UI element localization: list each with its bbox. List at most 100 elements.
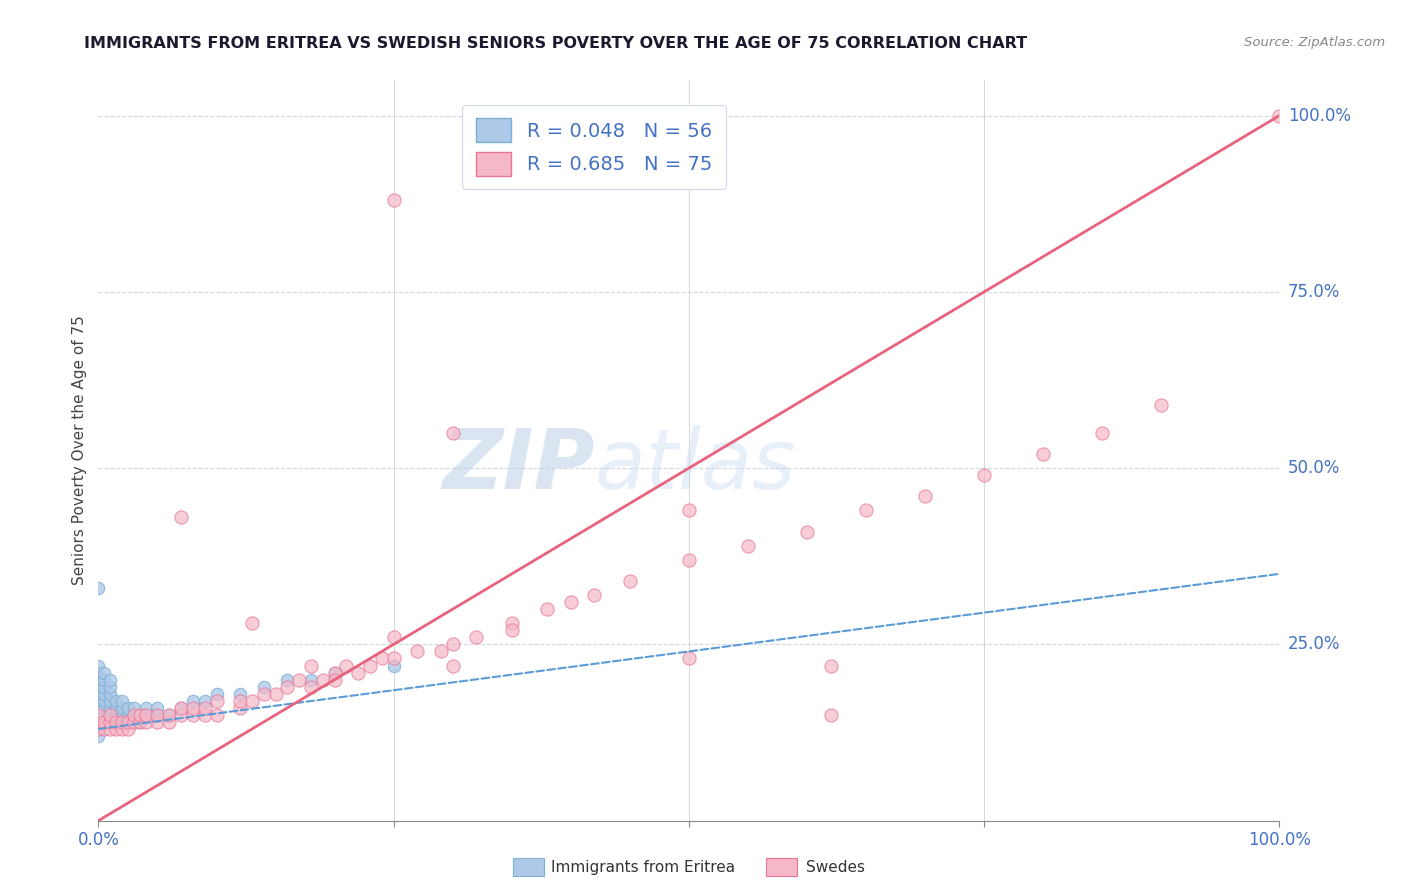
Point (98, 694, 121, 708)
Point (229, 694, 252, 708)
Point (111, 707, 134, 722)
Point (98, 707, 121, 722)
Point (240, 694, 263, 708)
Point (299, 673, 322, 687)
Text: Source: ZipAtlas.com: Source: ZipAtlas.com (1244, 36, 1385, 49)
Point (111, 722, 134, 736)
Point (87, 694, 110, 708)
Point (441, 658, 464, 673)
Point (465, 630, 488, 644)
Point (93, 680, 115, 694)
Point (323, 673, 346, 687)
Point (87, 680, 110, 694)
Point (170, 701, 193, 715)
Point (122, 714, 145, 729)
Point (170, 701, 193, 715)
Point (128, 707, 150, 722)
Point (501, 616, 523, 631)
Point (253, 687, 276, 701)
Text: IMMIGRANTS FROM ERITREA VS SWEDISH SENIORS POVERTY OVER THE AGE OF 75 CORRELATIO: IMMIGRANTS FROM ERITREA VS SWEDISH SENIO… (84, 36, 1028, 51)
Point (382, 658, 405, 673)
Point (98, 687, 121, 701)
Text: 50.0%: 50.0% (1288, 459, 1340, 477)
Point (240, 616, 263, 631)
Point (441, 425, 464, 440)
Text: 25.0%: 25.0% (1288, 635, 1340, 653)
Text: ZIP: ZIP (441, 425, 595, 506)
Point (93, 714, 115, 729)
Text: 75.0%: 75.0% (1288, 283, 1340, 301)
Point (93, 665, 115, 680)
Point (117, 722, 139, 736)
Point (406, 644, 429, 658)
Point (98, 701, 121, 715)
Point (205, 707, 228, 722)
Point (122, 714, 145, 729)
Point (122, 707, 145, 722)
Point (117, 714, 139, 729)
Point (253, 680, 276, 694)
Text: Swedes: Swedes (806, 861, 865, 875)
Point (105, 722, 128, 736)
Point (111, 714, 134, 729)
Point (299, 680, 322, 694)
Point (105, 701, 128, 715)
Point (181, 694, 204, 708)
Point (855, 503, 877, 517)
Point (87, 665, 110, 680)
Point (181, 701, 204, 715)
Point (93, 707, 115, 722)
Point (229, 687, 252, 701)
Point (737, 539, 759, 553)
Point (382, 651, 405, 665)
Point (93, 714, 115, 729)
Point (583, 588, 606, 602)
Point (157, 714, 180, 729)
Point (335, 658, 357, 673)
Point (1150, 398, 1173, 412)
Point (536, 602, 558, 616)
Point (105, 714, 128, 729)
Point (1268, 109, 1291, 123)
Point (87, 701, 110, 715)
Y-axis label: Seniors Poverty Over the Age of 75: Seniors Poverty Over the Age of 75 (72, 316, 87, 585)
Point (98, 707, 121, 722)
Point (347, 665, 370, 680)
Point (93, 722, 115, 736)
Point (205, 694, 228, 708)
Point (441, 637, 464, 651)
Point (194, 694, 217, 708)
Point (105, 714, 128, 729)
Point (382, 630, 405, 644)
Point (264, 687, 287, 701)
Point (87, 581, 110, 595)
Point (323, 665, 346, 680)
Point (194, 707, 217, 722)
Point (93, 694, 115, 708)
Point (111, 714, 134, 729)
Point (1091, 425, 1114, 440)
Point (105, 694, 128, 708)
Point (299, 658, 322, 673)
Point (146, 707, 169, 722)
Point (93, 701, 115, 715)
Point (288, 673, 311, 687)
Point (146, 701, 169, 715)
Point (87, 687, 110, 701)
Point (501, 624, 523, 638)
Point (276, 673, 298, 687)
Text: 100.0%: 100.0% (1288, 106, 1351, 125)
Point (371, 651, 394, 665)
Point (87, 707, 110, 722)
Point (98, 680, 121, 694)
Point (87, 707, 110, 722)
Point (98, 673, 121, 687)
Point (678, 651, 700, 665)
Point (820, 707, 842, 722)
Point (93, 673, 115, 687)
Point (678, 503, 700, 517)
Point (105, 707, 128, 722)
Point (323, 665, 346, 680)
Point (170, 510, 193, 524)
Point (560, 595, 582, 609)
